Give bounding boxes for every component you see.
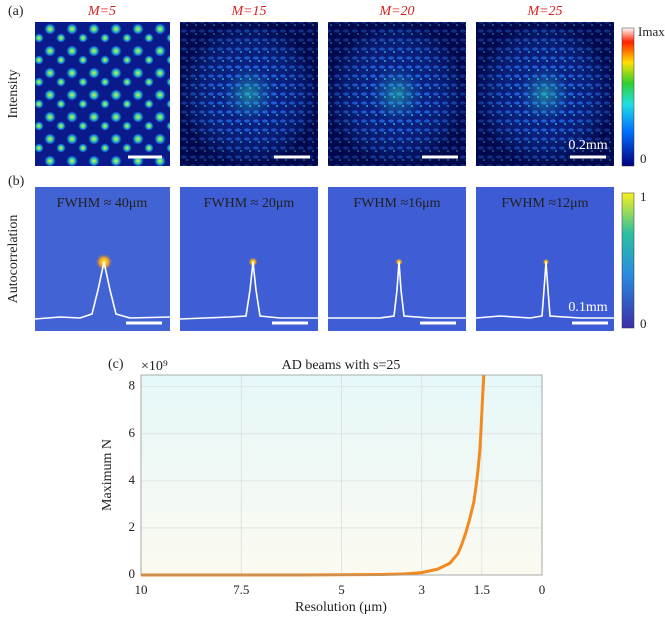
column-title: M=5 [87,4,116,19]
x-tick-label: 3 [418,582,425,597]
scale-label: 0.2mm [568,138,607,153]
chart-title: AD beams with s=25 [282,358,401,373]
image-overlay [476,22,614,166]
image-overlay [180,22,318,166]
column-title: M=15 [230,4,266,19]
x-tick-label: 7.5 [233,582,249,597]
y-axis-label: Maximum N [100,439,115,511]
x-axis-label: Resolution (μm) [295,600,387,615]
x-tick-label: 0 [539,582,546,597]
y-tick-label: 2 [129,519,136,534]
x-tick-label: 5 [338,582,345,597]
panel-label: (c) [108,357,124,372]
colorbar [621,192,635,329]
y-tick-label: 0 [129,566,136,581]
profile [328,261,466,319]
profile [475,261,614,319]
column-title: M=20 [378,4,414,19]
y-tick-label: 4 [129,472,136,487]
fwhm-label: FWHM ≈12μm [501,196,588,211]
x-tick-label: 10 [135,582,148,597]
colorbar-max: Imax [638,24,665,39]
colorbar-max: 1 [640,189,647,204]
y-tick-label: 6 [129,425,136,440]
profile [34,261,171,320]
row-label: Intensity [6,70,21,119]
fwhm-label: FWHM ≈16μm [353,196,440,211]
intensity-images [35,22,635,167]
panel-label: (a) [8,4,24,19]
x-tick-label: 1.5 [474,582,490,597]
y-exponent: ×10⁹ [141,359,168,374]
colorbar-min: 0 [640,151,647,166]
autocorrelation-images [34,187,635,331]
column-title: M=25 [526,4,562,19]
y-tick-label: 8 [129,378,136,393]
colorbar [621,27,635,167]
colorbar-min: 0 [640,316,647,331]
scale-label: 0.1mm [568,300,607,315]
fwhm-label: FWHM ≈ 40μm [57,196,148,211]
panel-label: (b) [8,174,25,189]
profile [179,261,318,320]
plot-frame [140,374,543,576]
image [35,22,170,166]
fwhm-label: FWHM ≈ 20μm [204,196,295,211]
image-overlay [328,22,466,166]
row-label: Autocorrelation [6,215,21,304]
